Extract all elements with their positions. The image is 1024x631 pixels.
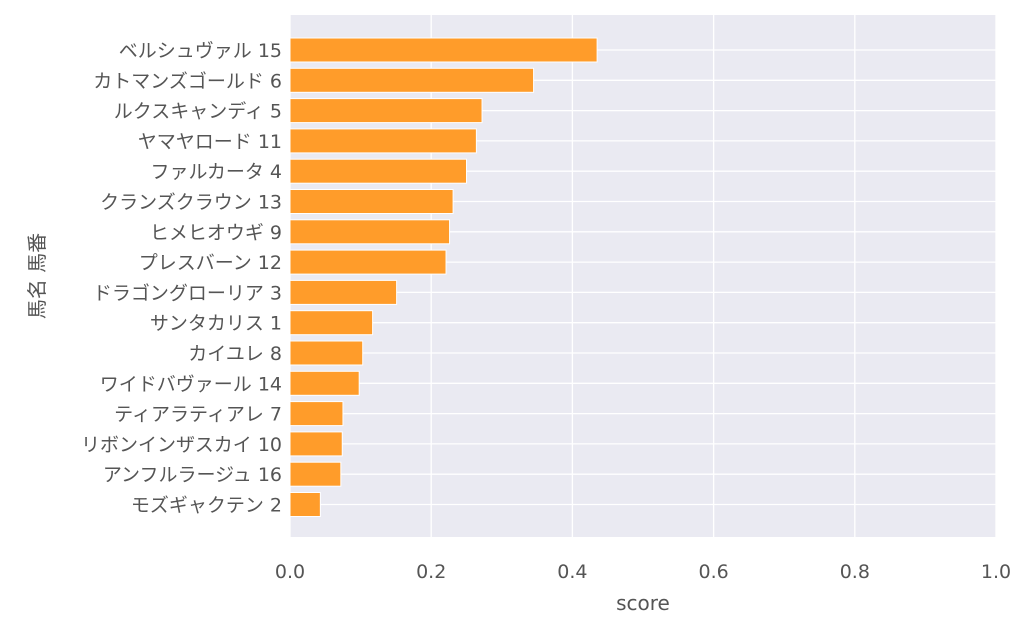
bar bbox=[289, 249, 447, 275]
bar bbox=[289, 461, 342, 487]
bar bbox=[289, 340, 364, 366]
y-tick-label: アンフルラージュ 16 bbox=[103, 464, 282, 486]
y-tick-label: ワイドバヴァール 14 bbox=[100, 373, 282, 395]
y-tick-label: カトマンズゴールド 6 bbox=[93, 70, 282, 92]
bar bbox=[289, 67, 535, 93]
y-tick-label: モズギャクテン 2 bbox=[131, 495, 282, 517]
bar bbox=[289, 37, 598, 63]
bar bbox=[289, 219, 451, 245]
bar bbox=[289, 279, 398, 305]
x-tick-label: 1.0 bbox=[981, 561, 1011, 583]
plot-area bbox=[290, 15, 996, 537]
category-labels: ベルシュヴァル 15 カトマンズゴールド 6 ルクスキャンディ 5 ヤマヤロード 11… bbox=[81, 40, 282, 517]
bar bbox=[289, 370, 360, 396]
bar bbox=[289, 158, 467, 184]
bar bbox=[289, 189, 454, 214]
bar bbox=[289, 492, 321, 517]
x-tick-label: 0.0 bbox=[275, 561, 305, 583]
bar bbox=[289, 128, 477, 154]
bar bbox=[289, 431, 343, 457]
y-tick-label: ヒメヒオウギ 9 bbox=[150, 222, 282, 244]
bar bbox=[289, 401, 344, 427]
x-axis-title: score bbox=[616, 591, 670, 615]
y-tick-label: リボンインザスカイ 10 bbox=[81, 434, 282, 456]
y-tick-label: ベルシュヴァル 15 bbox=[119, 40, 282, 62]
y-tick-label: ドラゴングローリア 3 bbox=[93, 282, 282, 304]
x-tick-label: 0.8 bbox=[840, 561, 870, 583]
bar bbox=[289, 310, 374, 336]
y-axis-title: 馬名 馬番 bbox=[25, 233, 49, 319]
y-tick-label: ティアラティアレ 7 bbox=[114, 404, 282, 426]
y-tick-label: クランズクラウン 13 bbox=[100, 192, 282, 214]
bar bbox=[289, 98, 483, 124]
bars bbox=[289, 37, 598, 517]
y-tick-label: サンタカリス 1 bbox=[150, 313, 282, 335]
y-tick-label: プレスバーン 12 bbox=[139, 252, 282, 274]
y-tick-label: ヤマヤロード 11 bbox=[138, 131, 282, 153]
x-tick-label: 0.2 bbox=[416, 561, 446, 583]
y-tick-label: ルクスキャンディ 5 bbox=[114, 101, 282, 123]
x-tick-label: 0.4 bbox=[557, 561, 587, 583]
y-tick-label: カイユレ 8 bbox=[188, 343, 282, 365]
x-tick-label: 0.6 bbox=[698, 561, 728, 583]
x-tick-labels: 0.0 0.2 0.4 0.6 0.8 1.0 bbox=[275, 561, 1011, 583]
y-tick-label: ファルカータ 4 bbox=[150, 161, 282, 183]
